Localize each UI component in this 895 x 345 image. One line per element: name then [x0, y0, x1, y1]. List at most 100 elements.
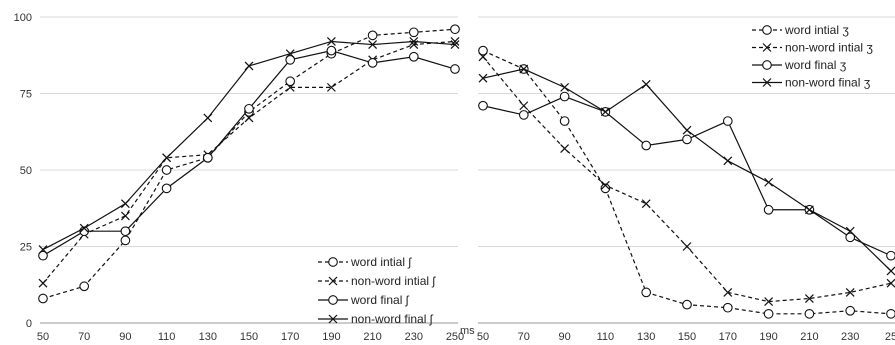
data-point	[368, 40, 378, 49]
data-point	[886, 308, 895, 319]
data-point	[518, 110, 529, 120]
series-1	[478, 45, 895, 319]
data-point	[641, 140, 652, 151]
legend-label: word final ʃ	[350, 293, 410, 307]
x-tick-label: 230	[405, 331, 423, 343]
left-chart: 0 25 50 75 100 50 70 90 110 130 150 170 190 210 230 250…	[14, 12, 476, 343]
y-tick-label: 100	[14, 12, 32, 24]
legend-entry: word intial ʒ	[752, 23, 849, 37]
data-point	[560, 144, 570, 154]
legend-entry: non-word intial ʃ	[318, 274, 436, 288]
data-point	[764, 177, 774, 187]
data-point	[886, 250, 895, 261]
legend-entry: non-word final ʒ	[752, 76, 871, 90]
data-point	[600, 180, 610, 190]
data-point	[478, 52, 488, 62]
data-point	[804, 294, 814, 303]
legend-entry: non-word final ʃ	[318, 312, 434, 326]
data-point	[326, 82, 336, 92]
data-point	[285, 54, 296, 65]
legend-label: non-word intial ʃ	[351, 274, 436, 288]
data-point	[519, 64, 529, 74]
x-tick-label: 70	[78, 331, 90, 343]
data-point	[763, 204, 774, 215]
data-point	[641, 79, 651, 89]
data-point	[682, 299, 692, 310]
data-point	[560, 82, 570, 92]
data-point	[478, 73, 488, 83]
legend-marker	[762, 78, 772, 87]
series-2	[38, 37, 460, 288]
data-point	[161, 165, 172, 175]
series-3	[478, 91, 895, 261]
data-point	[38, 293, 48, 304]
x-tick-label: 230	[841, 331, 859, 343]
legend-entry: word final ʃ	[318, 293, 410, 307]
data-point	[478, 100, 488, 111]
y-tick-label: 50	[20, 165, 32, 177]
series-line	[482, 50, 892, 315]
x-tick-label: 190	[322, 331, 340, 343]
data-point	[478, 45, 488, 56]
data-point	[682, 242, 692, 251]
data-point	[845, 287, 855, 297]
legend-label: word final ʒ	[784, 58, 847, 72]
data-point	[641, 199, 651, 209]
x-tick-label: 210	[363, 331, 381, 343]
data-point	[285, 76, 296, 87]
data-point	[559, 91, 570, 102]
data-point	[79, 223, 89, 233]
data-point	[326, 37, 336, 46]
data-point	[79, 281, 90, 292]
legend-marker	[762, 43, 772, 52]
x-tick-label: 70	[518, 331, 530, 343]
x-tick-label: 150	[240, 331, 258, 343]
y-tick-label: 0	[26, 318, 32, 330]
legend-marker	[762, 25, 772, 35]
x-unit-label: ms	[460, 325, 475, 337]
data-point	[408, 27, 419, 38]
data-point	[641, 287, 652, 298]
data-point	[804, 205, 814, 215]
data-point	[408, 51, 419, 62]
data-point	[764, 297, 774, 307]
data-point	[285, 82, 295, 92]
x-tick-label: 110	[597, 331, 615, 343]
data-point	[244, 103, 254, 114]
x-tick-label: 90	[558, 331, 570, 343]
legend-entry: word final ʒ	[752, 58, 847, 72]
series-line	[42, 40, 456, 251]
legend: word intial ʒ non-word intial ʒ word final…	[752, 23, 873, 90]
series-line	[482, 95, 892, 257]
data-point	[763, 308, 774, 319]
data-point	[450, 40, 460, 49]
data-point	[409, 37, 419, 46]
x-tick-label: 130	[637, 331, 655, 343]
data-point	[244, 61, 254, 71]
x-tick-label: 25	[885, 331, 895, 343]
data-point	[450, 24, 460, 35]
data-point	[722, 116, 733, 126]
x-tick-label: 50	[477, 331, 489, 343]
legend-marker	[328, 314, 338, 324]
x-tick-label: 130	[199, 331, 217, 343]
data-point	[162, 153, 172, 163]
data-point	[120, 211, 130, 221]
data-point	[161, 183, 172, 194]
right-chart: 50 70 90 110 130 150 170 190 210 230 25 word intial…	[477, 16, 895, 343]
legend-label: word intial ʒ	[784, 23, 849, 37]
data-point	[845, 232, 856, 243]
data-point	[120, 226, 131, 237]
y-tick-label: 25	[20, 242, 32, 254]
data-point	[38, 250, 48, 261]
data-point	[845, 305, 856, 316]
legend-label: non-word final ʒ	[785, 76, 871, 90]
x-tick-label: 170	[281, 331, 299, 343]
legend-entry: word intial ʃ	[318, 255, 412, 269]
data-point	[600, 107, 610, 117]
data-point	[723, 156, 733, 166]
data-point	[519, 101, 529, 111]
series-4	[478, 64, 895, 276]
x-tick-label: 170	[719, 331, 737, 343]
